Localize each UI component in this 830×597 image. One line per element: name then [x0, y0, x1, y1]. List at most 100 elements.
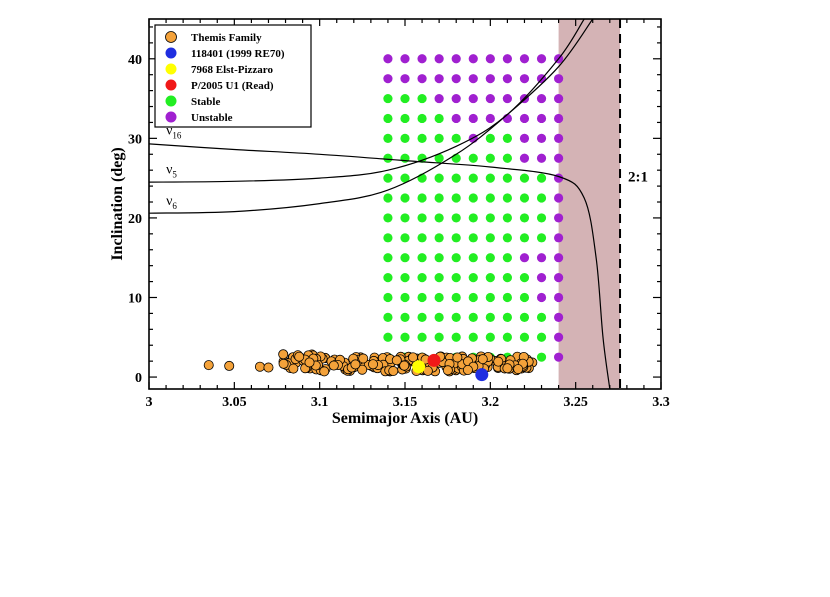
stable-grid-point — [434, 332, 444, 342]
stable-grid-point — [400, 93, 410, 104]
legend-label: P/2005 U1 (Read) — [191, 80, 274, 92]
stable-grid-point — [383, 113, 393, 124]
resonance-region-fill — [558, 19, 621, 389]
y-tick-label: 10 — [128, 291, 142, 306]
stable-grid-point — [417, 113, 427, 124]
stable-grid-point — [400, 193, 410, 203]
unstable-grid-point — [536, 133, 547, 143]
stable-grid-point — [400, 273, 410, 283]
stable-grid-point — [519, 193, 530, 203]
x-tick-label: 3.25 — [563, 395, 588, 410]
stable-grid-point — [400, 113, 410, 124]
stable-grid-point — [519, 213, 530, 223]
stable-grid-point — [383, 332, 393, 342]
stable-grid-point — [400, 312, 410, 322]
y-tick-label: 40 — [128, 53, 142, 68]
unstable-grid-point — [536, 253, 547, 263]
unstable-grid-point — [485, 113, 495, 124]
unstable-grid-point — [536, 153, 547, 163]
unstable-grid-point — [554, 332, 564, 342]
stable-grid-point — [485, 292, 495, 303]
unstable-grid-point — [417, 74, 427, 84]
themis-family-point — [391, 355, 402, 366]
stable-grid-point — [536, 213, 547, 223]
themis-family-point — [319, 366, 330, 377]
stable-grid-point — [434, 173, 444, 183]
unstable-grid-point — [383, 74, 393, 84]
unstable-grid-point — [468, 93, 478, 104]
stable-grid-point — [417, 193, 427, 203]
stable-grid-point — [383, 213, 393, 223]
x-tick-label: 3.1 — [311, 395, 329, 410]
stable-grid-point — [417, 273, 427, 283]
unstable-grid-point — [554, 273, 564, 283]
stable-grid-point — [502, 173, 512, 183]
themis-family-point — [294, 351, 305, 362]
legend-marker — [165, 47, 177, 59]
stable-grid-point — [519, 233, 530, 243]
themis-family-point — [203, 360, 214, 371]
unstable-grid-point — [554, 292, 564, 303]
legend-marker — [165, 79, 177, 91]
stable-grid-point — [502, 213, 512, 223]
stable-grid-point — [451, 133, 461, 143]
stable-grid-point — [536, 352, 547, 362]
stable-grid-point — [536, 233, 547, 243]
themis-family-point — [513, 364, 524, 375]
stable-grid-point — [451, 332, 461, 342]
resonance-curve-nu16 — [149, 143, 611, 389]
stable-grid-point — [519, 312, 530, 322]
stable-grid-point — [400, 133, 410, 143]
stable-grid-point — [400, 253, 410, 263]
legend-label: 7968 Elst-Pizzaro — [191, 64, 273, 76]
stable-grid-point — [383, 312, 393, 322]
stable-grid-point — [451, 253, 461, 263]
stable-grid-point — [434, 193, 444, 203]
legend-marker — [165, 95, 177, 107]
legend-label: Themis Family — [191, 32, 262, 44]
unstable-grid-point — [417, 54, 427, 64]
stable-grid-point — [400, 153, 410, 163]
stable-grid-point — [434, 213, 444, 223]
themis-family-point — [278, 349, 289, 360]
unstable-grid-point — [400, 74, 410, 84]
unstable-grid-point — [519, 74, 530, 84]
themis-family-point — [254, 361, 265, 372]
resonance-curve-labels: ν16 ν5 ν6 — [166, 123, 182, 211]
themis-family-point — [288, 363, 299, 374]
stable-grid-point — [434, 312, 444, 322]
stable-grid-point — [400, 292, 410, 303]
stable-grid-point — [468, 233, 478, 243]
resonance-2-1-label: 2:1 — [628, 169, 648, 185]
stable-grid-point — [383, 233, 393, 243]
x-tick-label: 3.05 — [222, 395, 247, 410]
themis-family-points — [203, 349, 538, 377]
stable-grid-point — [502, 193, 512, 203]
unstable-grid-point — [468, 74, 478, 84]
themis-family-point — [350, 359, 361, 370]
stable-grid-point — [417, 292, 427, 303]
stable-grid-point — [400, 173, 410, 183]
legend-marker — [165, 31, 177, 43]
resonance-curve-nu6 — [149, 19, 594, 214]
unstable-grid-point — [383, 54, 393, 64]
unstable-grid-point — [434, 93, 444, 104]
stable-grid-point — [485, 153, 495, 163]
unstable-grid-point — [536, 93, 547, 104]
stable-grid-point — [383, 173, 393, 183]
x-tick-label: 3.3 — [652, 395, 670, 410]
unstable-grid-point — [519, 54, 530, 64]
resonance-region: 2:1 — [558, 19, 648, 389]
unstable-grid-point — [519, 113, 530, 124]
unstable-grid-point — [519, 133, 530, 143]
stable-grid-point — [417, 253, 427, 263]
stable-grid-point — [434, 133, 444, 143]
special-objects — [412, 353, 489, 382]
resonance-label-nu6: ν6 — [166, 194, 177, 211]
stable-grid-point — [383, 253, 393, 263]
unstable-grid-point — [451, 74, 461, 84]
unstable-grid-point — [451, 93, 461, 104]
themis-family-point — [263, 362, 274, 373]
themis-family-point — [399, 360, 410, 371]
